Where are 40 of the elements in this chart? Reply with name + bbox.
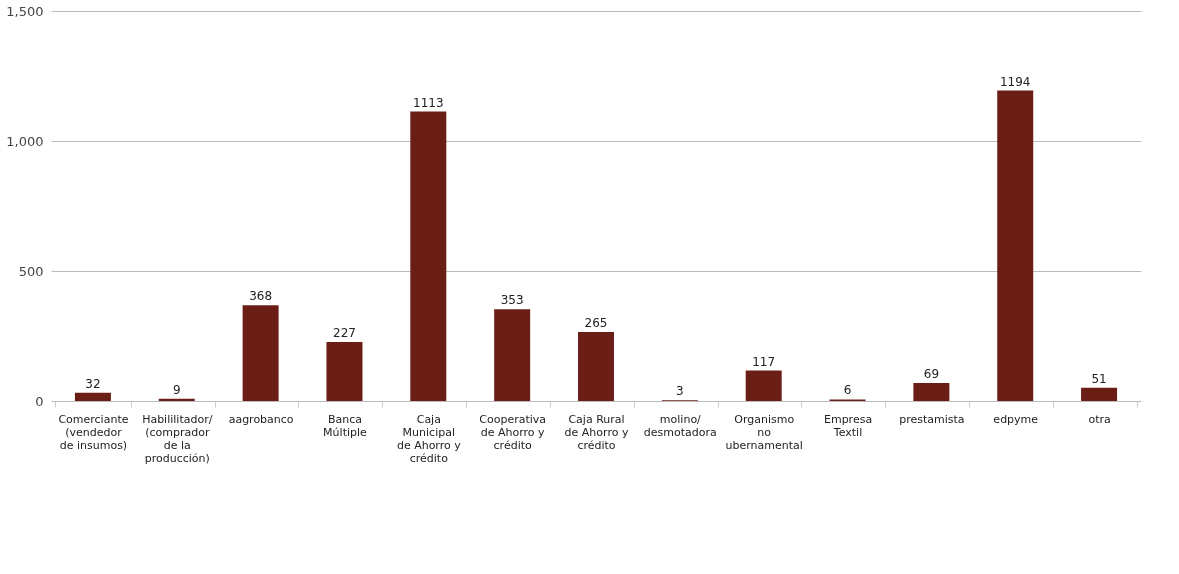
x-tick-label: molino/desmotadora	[643, 412, 717, 439]
bar	[242, 305, 279, 401]
bar	[578, 332, 614, 401]
bar	[326, 341, 363, 401]
data-label: 265	[584, 316, 608, 331]
data-label: 353	[500, 293, 524, 308]
x-tick-label: Banca Múltiple	[323, 412, 368, 439]
x-tick-label: Habililitador/ (comprador de la producción)	[142, 412, 213, 465]
data-label: 1194	[999, 74, 1031, 89]
x-tick-label: Caja Municipal de Ahorro y crédito	[396, 412, 462, 465]
data-label: 227	[333, 325, 356, 340]
bar	[494, 309, 531, 401]
y-tick-label: 500	[18, 263, 44, 279]
bar	[1081, 387, 1118, 401]
bar	[745, 370, 782, 401]
y-tick-label: 1,500	[6, 3, 44, 19]
data-label: 3	[676, 384, 684, 399]
x-tick-label: edpyme	[993, 412, 1039, 426]
x-tick-label: Comerciante (vendedor de insumos)	[58, 412, 129, 452]
data-label: 368	[249, 289, 273, 304]
data-label: 69	[923, 367, 940, 382]
data-label: 1113	[413, 95, 444, 110]
y-tick-label: 1,000	[6, 133, 44, 149]
data-label: 32	[85, 376, 101, 391]
data-label: 117	[752, 354, 776, 369]
x-tick-label: aagrobanco	[228, 412, 294, 426]
data-label: 51	[1091, 371, 1107, 386]
bar	[997, 90, 1034, 401]
x-tick-label: Organismo no ubernamental	[725, 412, 803, 452]
x-tick-label: prestamista	[899, 412, 965, 426]
x-tick-label: Cooperativa de Ahorro y crédito	[479, 412, 547, 452]
y-tick-label: 0	[35, 393, 44, 409]
data-label: 6	[843, 383, 852, 398]
x-tick-label: Empresa Textil	[823, 412, 873, 439]
bar	[410, 111, 447, 401]
x-tick-label: otra	[1088, 412, 1111, 426]
x-tick-label: Caja Rural de Ahorro y crédito	[564, 412, 629, 452]
data-label: 9	[172, 382, 181, 397]
bar	[74, 392, 111, 401]
bar	[913, 383, 950, 401]
